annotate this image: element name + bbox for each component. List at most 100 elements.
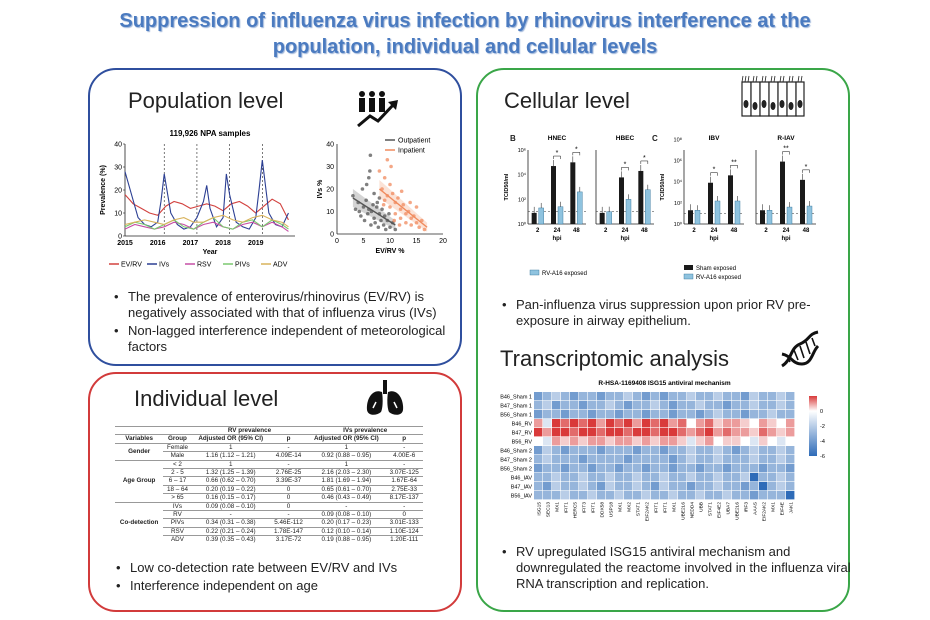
y-tick-label: 30 (326, 164, 334, 171)
rv-prevalence-header: RV prevalence (191, 425, 308, 435)
heatmap-cell (588, 455, 597, 464)
cellular-panel (476, 68, 850, 612)
heatmap-cell (651, 419, 660, 428)
heatmap-cell (642, 455, 651, 464)
x-tick-label: 2019 (248, 240, 264, 247)
heatmap-cell (687, 410, 696, 419)
y-tick-label: 40 (114, 142, 122, 149)
heatmap-cell (597, 401, 606, 410)
heatmap-column-label: EIF4E (780, 502, 786, 515)
heatmap-cell (606, 491, 615, 500)
ivs-prevalence-header: IVs prevalence (307, 425, 423, 435)
heatmap-cell (660, 419, 669, 428)
colorbar-tick-label: -2 (820, 424, 825, 430)
heatmap-cell (660, 392, 669, 401)
table-cell: 1.10E-124 (385, 526, 423, 536)
heatmap-cell (570, 455, 579, 464)
heatmap-cell (624, 482, 633, 491)
heatmap-cell (597, 428, 606, 437)
col-header: Group (163, 434, 192, 444)
x-tick-label: 2 (764, 228, 768, 234)
heatmap-cell (741, 392, 750, 401)
heatmap-cell (624, 437, 633, 446)
heatmap-cell (777, 473, 786, 482)
heatmap-cell (651, 491, 660, 500)
bar-rv (606, 211, 612, 225)
heatmap-cell (723, 491, 732, 500)
scatter-point (372, 191, 376, 196)
heatmap-cell (669, 464, 678, 473)
heatmap-cell (651, 482, 660, 491)
heatmap-column-label: IFIT1 (564, 502, 570, 514)
heatmap-cell (714, 419, 723, 428)
heatmap-cell (615, 428, 624, 437)
heatmap-cell (786, 473, 795, 482)
x-tick-label: 2 (692, 228, 696, 234)
heatmap-cell (579, 473, 588, 482)
heatmap-cell (570, 464, 579, 473)
heatmap-cell (732, 491, 741, 500)
scatter-point (372, 216, 376, 221)
heatmap-cell (705, 473, 714, 482)
heatmap-column-label: MX1 (618, 502, 624, 512)
heatmap-cell (714, 482, 723, 491)
scatter-point (353, 207, 358, 212)
heatmap-cell (696, 464, 705, 473)
scatter-point (392, 218, 397, 223)
heatmap-cell (759, 428, 768, 437)
title-line-1: Suppression of influenza virus infection… (119, 10, 811, 32)
table-cell: RSV (163, 526, 192, 536)
heatmap-column-label: HERC5 (573, 502, 579, 519)
colorbar (809, 396, 817, 456)
heatmap-cell (624, 428, 633, 437)
heatmap-column-label: UBE2L6 (681, 502, 687, 520)
heatmap-cell (615, 491, 624, 500)
col-header: Adjusted OR (95% CI) (307, 434, 386, 444)
heatmap-cell (777, 401, 786, 410)
heatmap-cell (750, 428, 759, 437)
scatter-point (367, 175, 371, 180)
heatmap-column-label: EIF2AK2 (645, 502, 651, 522)
heatmap-cell (777, 419, 786, 428)
heatmap-cell (696, 437, 705, 446)
y-tick-label: 0 (118, 234, 122, 241)
heatmap-cell (633, 428, 642, 437)
heatmap-cell (768, 392, 777, 401)
x-axis-label: EV/RV % (375, 248, 405, 255)
heatmap-cell (705, 410, 714, 419)
table-variable-cell: Co-detection (115, 501, 164, 544)
x-tick-label: 2017 (183, 240, 199, 247)
table-cell: - (191, 510, 270, 519)
heatmap-row-label: B47_IAV (511, 485, 533, 491)
heatmap-cell (777, 437, 786, 446)
heatmap-cell (678, 401, 687, 410)
heatmap-cell (552, 419, 561, 428)
legend-label: RV-A16 exposed (542, 271, 587, 277)
heatmap-cell (786, 464, 795, 473)
heatmap-cell (588, 473, 597, 482)
heatmap-cell (741, 437, 750, 446)
x-tick-label: 5 (362, 238, 366, 245)
heatmap-cell (741, 419, 750, 428)
heatmap-cell (651, 428, 660, 437)
heatmap-cell (714, 437, 723, 446)
y-tick-label: 10⁸ (674, 136, 682, 143)
heatmap-cell (633, 491, 642, 500)
heatmap-cell (750, 419, 759, 428)
heatmap-cell (768, 473, 777, 482)
heatmap-cell (696, 473, 705, 482)
heatmap-cell (732, 446, 741, 455)
table-cell: 1 (307, 442, 386, 452)
heatmap-column-label: ISG15 (537, 502, 543, 516)
heatmap-cell (732, 401, 741, 410)
table-cell: RV (163, 510, 192, 519)
population-bullet: Non-lagged interference independent of m… (114, 323, 468, 355)
bar-sham (638, 170, 644, 224)
table-cell: 4.00E-6 (385, 451, 423, 461)
heatmap-cell (786, 482, 795, 491)
table-cell: - (269, 510, 308, 519)
table-cell: 0 (269, 493, 308, 503)
heatmap-cell (759, 482, 768, 491)
table-cell: 1.81 (1.69 – 1.94) (307, 476, 386, 486)
heatmap-cell (696, 446, 705, 455)
